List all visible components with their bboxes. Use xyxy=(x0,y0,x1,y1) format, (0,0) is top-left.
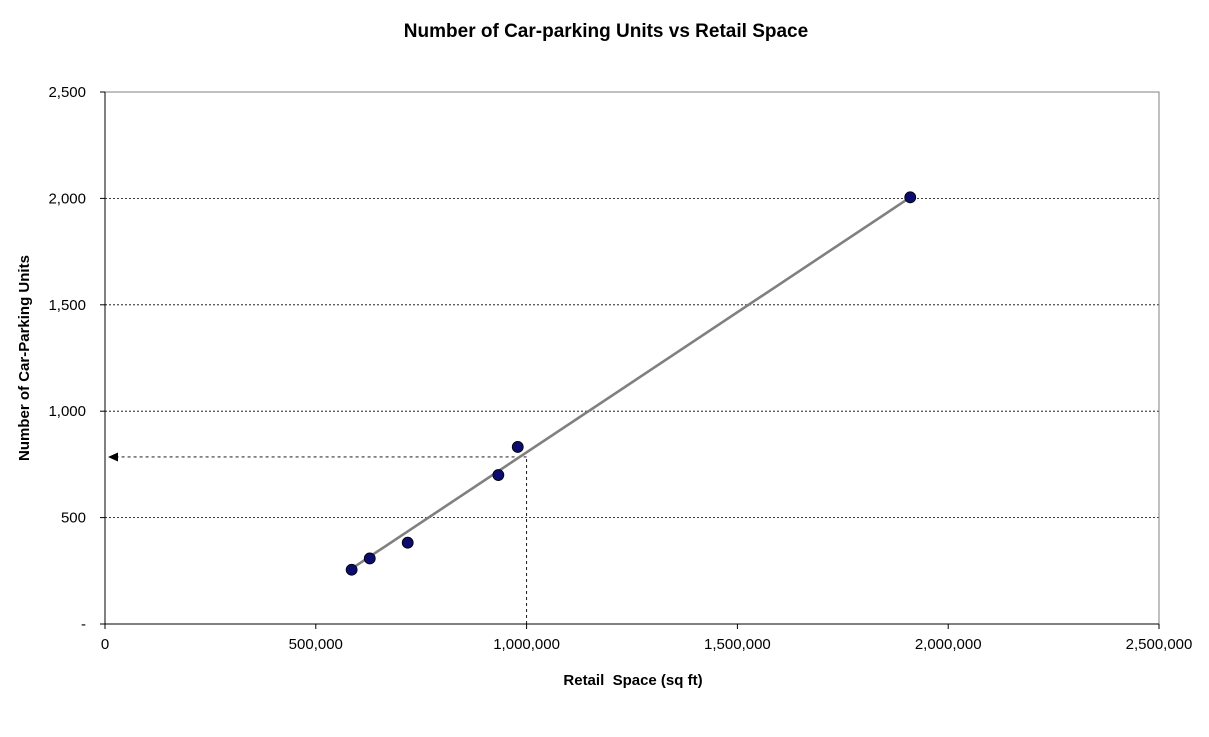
gridlines xyxy=(105,197,1159,518)
x-tick-label: 2,500,000 xyxy=(1126,636,1193,653)
x-tick-label: 1,500,000 xyxy=(704,636,771,653)
data-points xyxy=(345,191,917,576)
data-point xyxy=(904,191,917,204)
x-axis-title: Retail Space (sq ft) xyxy=(563,672,702,689)
x-tick-label: 1,000,000 xyxy=(493,636,560,653)
projection-lines xyxy=(108,452,528,624)
x-tick-label: 0 xyxy=(101,636,109,653)
y-tick-label: 2,000 xyxy=(48,190,86,207)
y-tick-label: 2,500 xyxy=(48,84,86,101)
y-tick-labels: - 500 1,000 1,500 2,000 2,500 xyxy=(48,84,86,633)
y-tick-label: 1,500 xyxy=(48,297,86,314)
plot-area xyxy=(104,91,1160,625)
trendline-layer xyxy=(350,196,911,570)
data-point xyxy=(511,441,524,453)
projection-arrowhead xyxy=(108,452,118,462)
x-tick-labels: 0 500,000 1,000,000 1,500,000 2,000,000 2,500… xyxy=(101,636,1193,653)
x-tick-label: 2,000,000 xyxy=(915,636,982,653)
x-tick-label: 500,000 xyxy=(289,636,343,653)
trendline xyxy=(350,196,911,570)
axes xyxy=(100,91,1160,629)
data-point xyxy=(363,552,376,565)
y-tick-label: - xyxy=(81,616,86,633)
data-point xyxy=(345,563,358,576)
data-point xyxy=(492,469,505,481)
chart-title: Number of Car-parking Units vs Retail Sp… xyxy=(404,21,808,42)
y-axis-title: Number of Car-Parking Units xyxy=(16,255,33,461)
data-point xyxy=(401,536,414,549)
y-tick-label: 500 xyxy=(61,510,86,527)
y-tick-label: 1,000 xyxy=(48,403,86,420)
